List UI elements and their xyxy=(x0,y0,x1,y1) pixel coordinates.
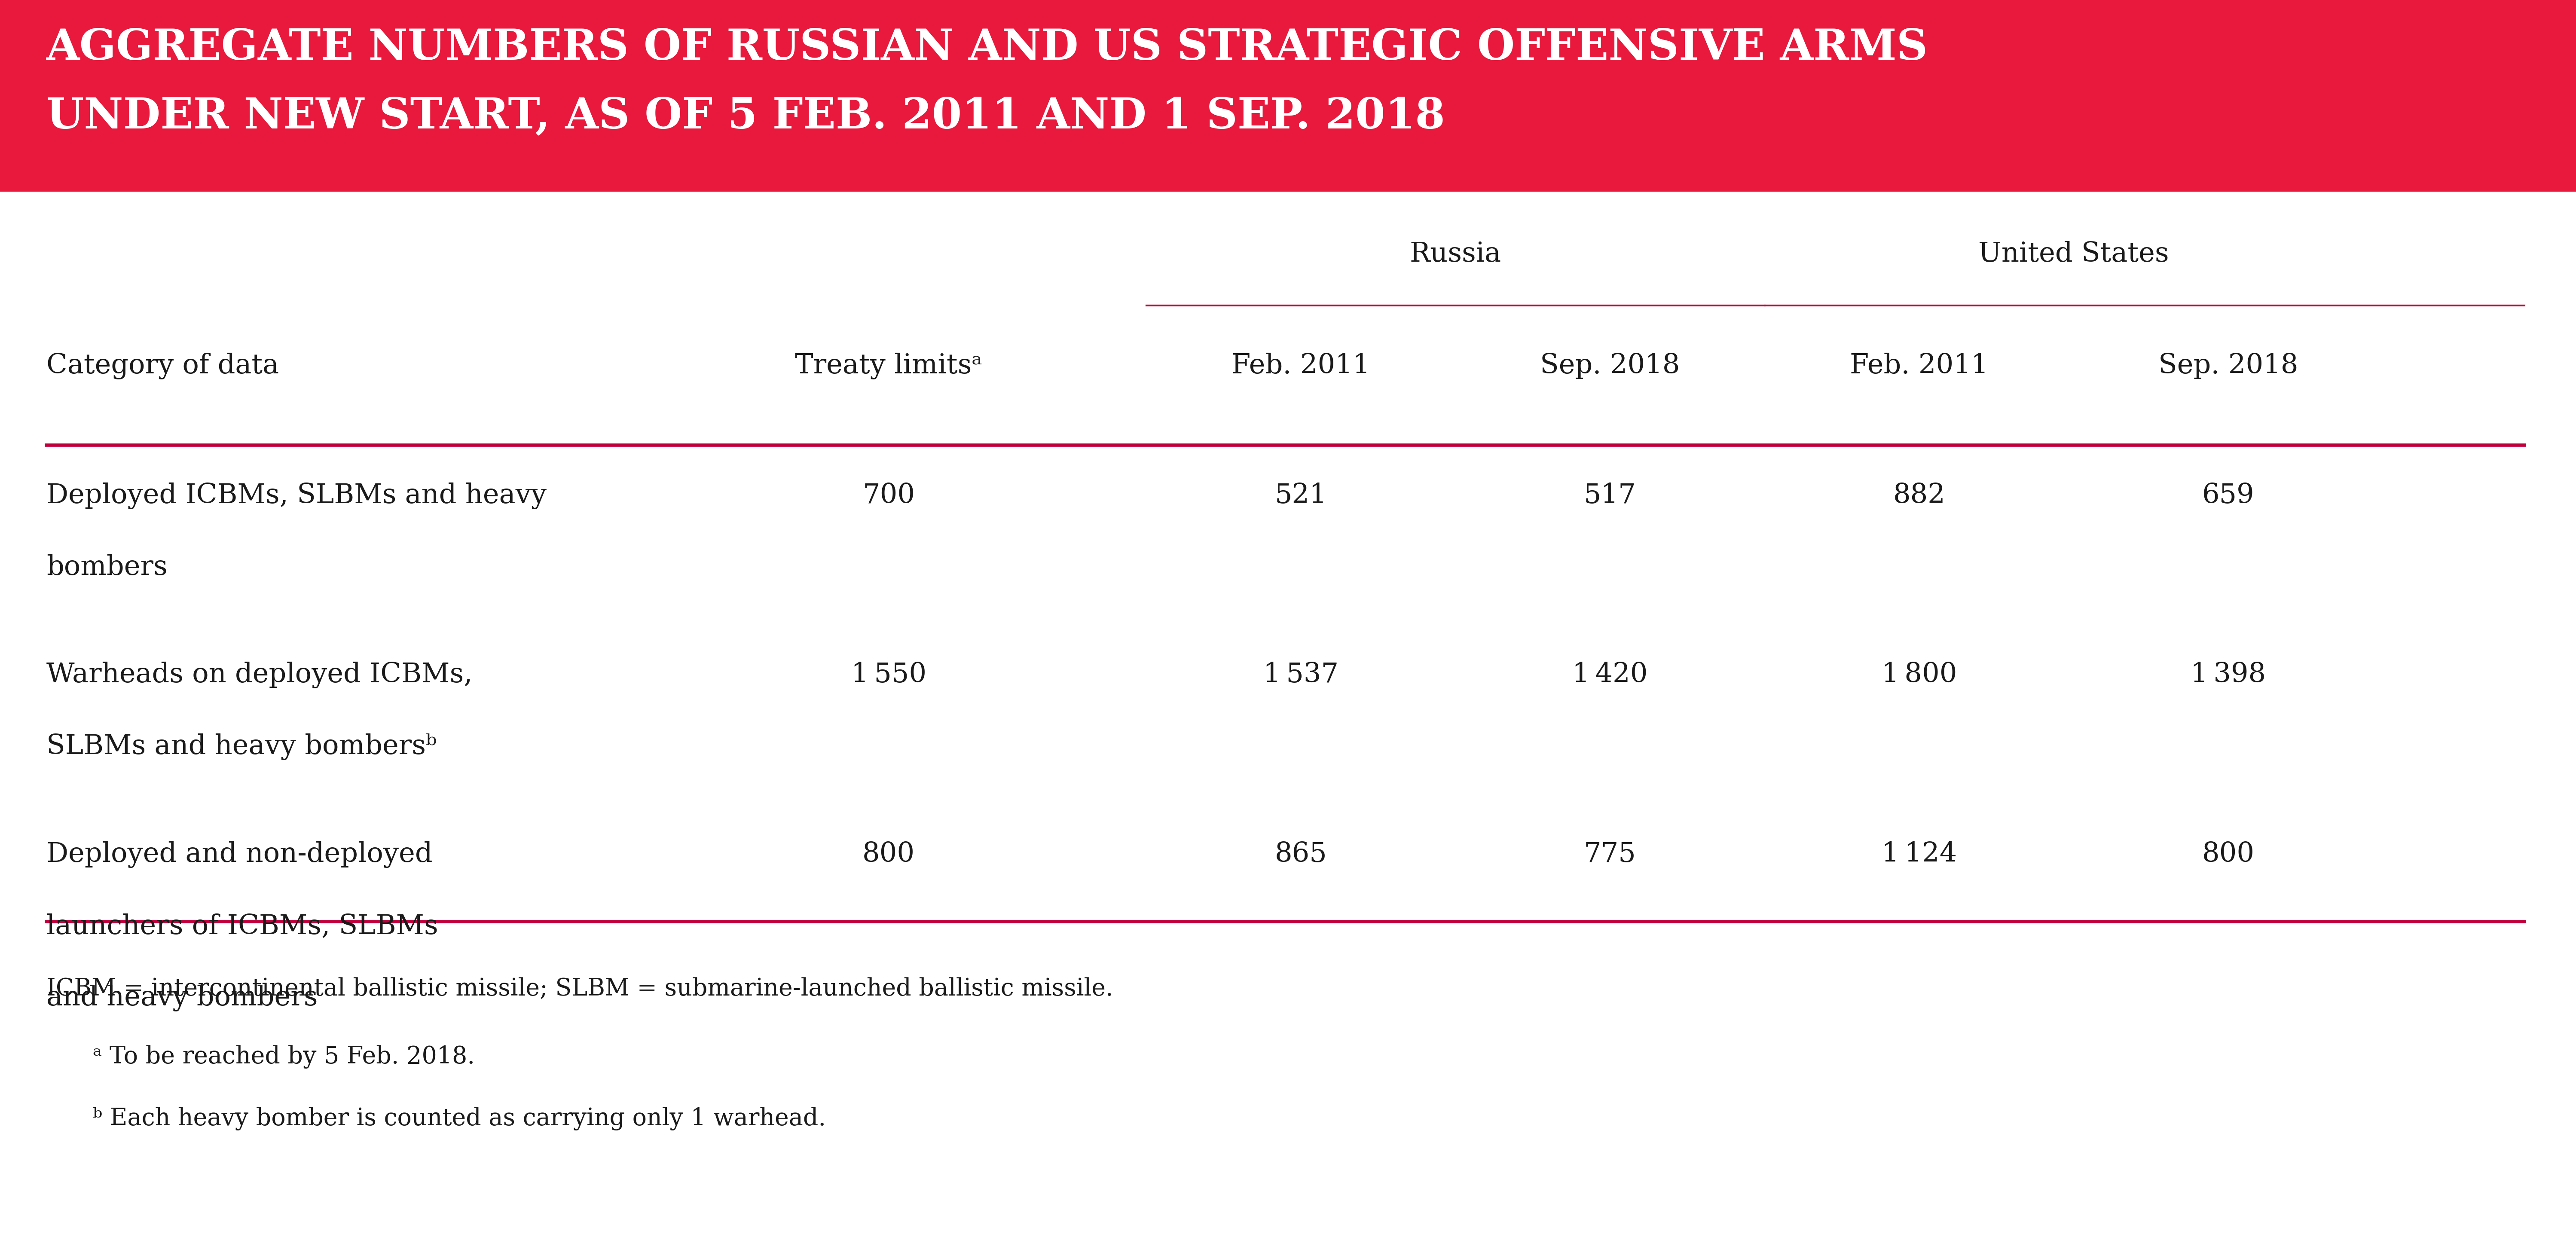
Text: Russia: Russia xyxy=(1409,241,1502,267)
Text: 865: 865 xyxy=(1275,841,1327,867)
Text: and heavy bombers: and heavy bombers xyxy=(46,985,317,1012)
Text: Deployed ICBMs, SLBMs and heavy: Deployed ICBMs, SLBMs and heavy xyxy=(46,482,546,510)
Text: 1 420: 1 420 xyxy=(1571,662,1649,688)
Text: Feb. 2011: Feb. 2011 xyxy=(1231,353,1370,379)
Text: 1 124: 1 124 xyxy=(1880,841,1958,867)
Text: UNDER NEW START, AS OF 5 FEB. 2011 AND 1 SEP. 2018: UNDER NEW START, AS OF 5 FEB. 2011 AND 1… xyxy=(46,95,1445,137)
Text: 517: 517 xyxy=(1584,482,1636,508)
Text: Warheads on deployed ICBMs,: Warheads on deployed ICBMs, xyxy=(46,662,471,689)
Text: ᵇ Each heavy bomber is counted as carrying only 1 warhead.: ᵇ Each heavy bomber is counted as carryi… xyxy=(93,1107,827,1131)
FancyBboxPatch shape xyxy=(0,0,2576,192)
Text: United States: United States xyxy=(1978,241,2169,267)
Text: ᵃ To be reached by 5 Feb. 2018.: ᵃ To be reached by 5 Feb. 2018. xyxy=(93,1045,474,1069)
Text: 775: 775 xyxy=(1584,841,1636,867)
Text: Sep. 2018: Sep. 2018 xyxy=(2159,353,2298,379)
Text: launchers of ICBMs, SLBMs: launchers of ICBMs, SLBMs xyxy=(46,913,438,939)
Text: 882: 882 xyxy=(1893,482,1945,508)
Text: 800: 800 xyxy=(2202,841,2254,867)
Text: bombers: bombers xyxy=(46,554,167,580)
Text: ICBM = intercontinental ballistic missile; SLBM = submarine-launched ballistic m: ICBM = intercontinental ballistic missil… xyxy=(46,977,1113,1001)
Text: 1 398: 1 398 xyxy=(2190,662,2267,688)
Text: 521: 521 xyxy=(1275,482,1327,508)
Text: 659: 659 xyxy=(2202,482,2254,508)
Text: 1 800: 1 800 xyxy=(1880,662,1958,688)
Text: Category of data: Category of data xyxy=(46,353,278,380)
Text: AGGREGATE NUMBERS OF RUSSIAN AND US STRATEGIC OFFENSIVE ARMS: AGGREGATE NUMBERS OF RUSSIAN AND US STRA… xyxy=(46,27,1927,69)
Text: Sep. 2018: Sep. 2018 xyxy=(1540,353,1680,379)
Text: Feb. 2011: Feb. 2011 xyxy=(1850,353,1989,379)
Text: Treaty limitsᵃ: Treaty limitsᵃ xyxy=(796,353,981,380)
Text: Deployed and non-deployed: Deployed and non-deployed xyxy=(46,841,433,868)
Text: 1 537: 1 537 xyxy=(1262,662,1340,688)
Text: SLBMs and heavy bombersᵇ: SLBMs and heavy bombersᵇ xyxy=(46,734,438,761)
Text: 700: 700 xyxy=(863,482,914,508)
Text: 1 550: 1 550 xyxy=(850,662,927,688)
Text: 800: 800 xyxy=(863,841,914,867)
